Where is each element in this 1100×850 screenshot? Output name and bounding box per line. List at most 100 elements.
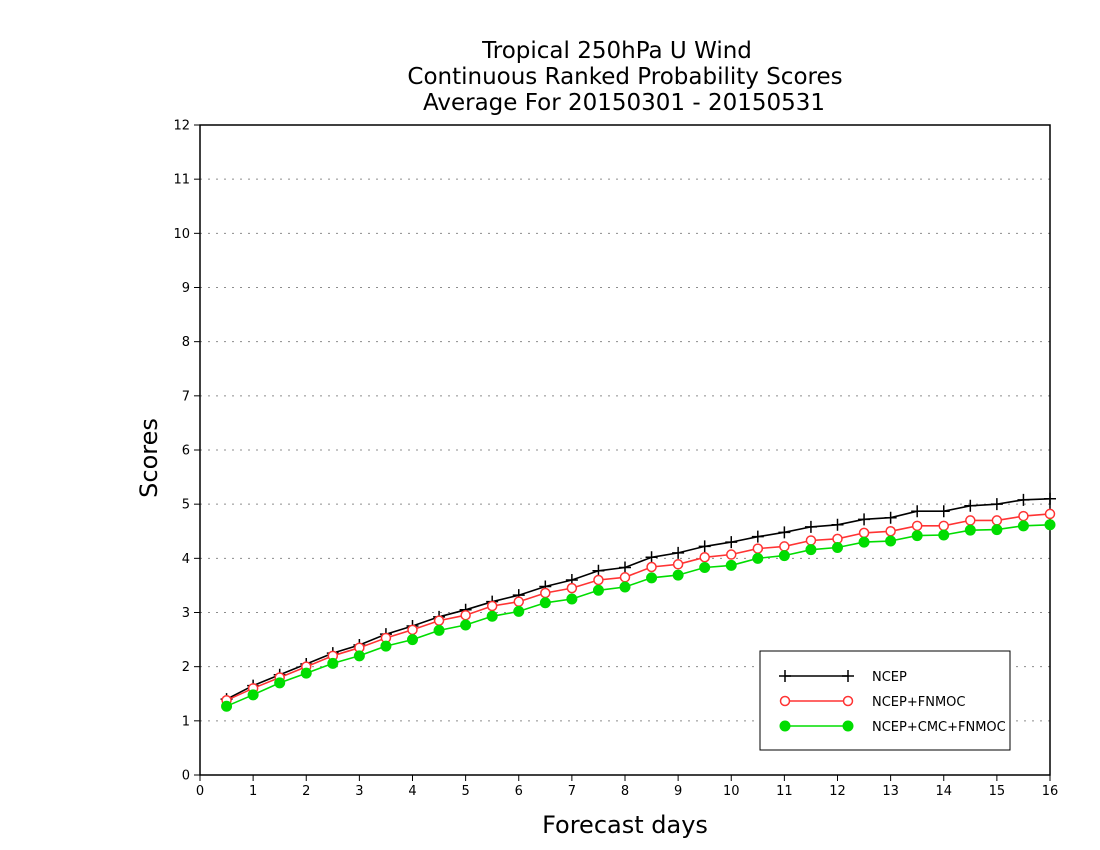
data-point-ncep xyxy=(831,518,844,531)
series-layer xyxy=(220,492,1056,712)
data-point-ncep xyxy=(858,513,871,526)
plot-frame xyxy=(199,124,1051,776)
legend-item-ncep-cmc-fnmoc: NCEP+CMC+FNMOC xyxy=(779,720,1006,735)
data-point-ncep xyxy=(804,520,817,533)
data-point-ncep-fnmoc xyxy=(646,561,657,573)
chart-title-line-1: Tropical 250hPa U Wind xyxy=(481,38,752,64)
data-point-ncep-cmc-fnmoc xyxy=(911,530,923,542)
y-tick-label: 6 xyxy=(182,444,190,459)
chart-title-line-2: Continuous Ranked Probability Scores xyxy=(407,64,842,90)
data-point-ncep xyxy=(990,498,1003,511)
y-tick-label: 2 xyxy=(182,660,190,675)
data-point-ncep-cmc-fnmoc xyxy=(805,544,817,556)
data-point-ncep-cmc-fnmoc xyxy=(752,552,764,564)
x-tick-label: 0 xyxy=(196,784,204,799)
legend-label: NCEP xyxy=(872,670,907,685)
data-point-ncep-fnmoc xyxy=(460,609,471,621)
data-point-ncep-cmc-fnmoc xyxy=(433,624,445,636)
y-tick-label: 3 xyxy=(182,606,190,621)
data-point-ncep xyxy=(698,540,711,553)
data-point-ncep-fnmoc xyxy=(407,624,418,636)
data-point-ncep xyxy=(778,526,791,539)
data-point-ncep-fnmoc xyxy=(513,596,524,607)
data-point-ncep-cmc-fnmoc xyxy=(407,634,418,646)
x-tick-label: 5 xyxy=(461,784,469,799)
data-point-ncep-cmc-fnmoc xyxy=(725,559,737,571)
data-point-ncep-cmc-fnmoc xyxy=(619,581,631,593)
legend-items: NCEP NCEP+FNMOC NCEP+CMC+FNMOC xyxy=(779,670,1006,735)
x-tick-label: 10 xyxy=(723,784,740,799)
data-point-ncep xyxy=(964,499,977,512)
data-point-ncep-cmc-fnmoc xyxy=(938,529,950,541)
chart-title-line-3: Average For 20150301 - 20150531 xyxy=(423,90,825,116)
data-point-ncep xyxy=(1044,492,1056,505)
data-point-ncep-fnmoc xyxy=(486,600,498,612)
data-point-ncep-fnmoc xyxy=(672,559,684,570)
data-point-ncep-cmc-fnmoc xyxy=(566,593,578,605)
data-point-ncep-fnmoc xyxy=(832,533,843,545)
x-tick-label: 13 xyxy=(882,784,899,799)
data-point-ncep-cmc-fnmoc xyxy=(353,650,365,662)
series-line-ncep xyxy=(226,498,1051,700)
legend: NCEP NCEP+FNMOC NCEP+CMC+FNMOC xyxy=(759,650,1011,751)
data-point-ncep-fnmoc xyxy=(566,582,578,594)
y-tick-label: 9 xyxy=(182,281,190,296)
data-point-ncep-fnmoc xyxy=(805,535,817,546)
gridlines xyxy=(200,178,1050,722)
legend-marker xyxy=(779,695,791,707)
data-point-ncep-cmc-fnmoc xyxy=(699,562,711,574)
data-point-ncep-cmc-fnmoc xyxy=(832,542,843,553)
data-point-ncep-cmc-fnmoc xyxy=(327,657,339,669)
legend-marker xyxy=(842,720,854,732)
data-point-ncep-fnmoc xyxy=(619,572,631,583)
data-point-ncep-cmc-fnmoc xyxy=(646,572,658,584)
data-point-ncep-cmc-fnmoc xyxy=(247,689,259,701)
data-point-ncep-fnmoc xyxy=(938,520,949,532)
y-tick-label: 5 xyxy=(182,498,190,513)
x-tick-label: 11 xyxy=(776,784,793,799)
data-point-ncep-fnmoc xyxy=(1044,508,1056,520)
data-point-ncep-cmc-fnmoc xyxy=(885,535,897,547)
x-tick-label: 2 xyxy=(302,784,310,799)
x-tick-label: 12 xyxy=(829,784,846,799)
data-point-ncep-fnmoc xyxy=(885,526,896,537)
data-point-ncep-cmc-fnmoc xyxy=(513,605,525,617)
data-point-ncep-fnmoc xyxy=(911,520,923,532)
data-point-ncep xyxy=(725,536,738,549)
x-tick-label: 4 xyxy=(408,784,416,799)
y-tick-label: 10 xyxy=(173,227,190,242)
data-point-ncep xyxy=(619,561,631,574)
data-point-ncep-fnmoc xyxy=(752,543,764,554)
data-point-ncep-fnmoc xyxy=(726,549,737,560)
data-point-ncep-cmc-fnmoc xyxy=(300,667,312,679)
legend-label: NCEP+FNMOC xyxy=(872,695,965,710)
data-point-ncep-fnmoc xyxy=(991,515,1003,526)
y-tick-label: 11 xyxy=(173,173,190,188)
data-point-ncep-cmc-fnmoc xyxy=(778,550,790,562)
data-point-ncep-fnmoc xyxy=(858,527,870,539)
data-point-ncep-fnmoc xyxy=(1018,510,1029,522)
data-point-ncep xyxy=(911,505,924,518)
data-point-ncep-cmc-fnmoc xyxy=(991,524,1003,536)
data-point-ncep-cmc-fnmoc xyxy=(1017,520,1029,532)
data-point-ncep-cmc-fnmoc xyxy=(539,597,551,609)
data-point-ncep xyxy=(672,546,685,559)
data-point-ncep-fnmoc xyxy=(540,587,551,599)
data-point-ncep-fnmoc xyxy=(593,574,604,586)
y-axis-label: Scores xyxy=(135,418,163,498)
x-tick-label: 7 xyxy=(568,784,576,799)
x-tick-label: 3 xyxy=(355,784,363,799)
data-point-ncep-fnmoc xyxy=(433,615,445,626)
data-point-ncep xyxy=(1017,493,1030,506)
y-tick-label: 1 xyxy=(182,714,190,729)
x-tick-label: 14 xyxy=(935,784,952,799)
x-tick-label: 8 xyxy=(621,784,629,799)
data-point-ncep-fnmoc xyxy=(965,515,976,526)
legend-marker xyxy=(842,670,854,682)
legend-item-ncep: NCEP xyxy=(779,670,907,685)
legend-item-ncep-fnmoc: NCEP+FNMOC xyxy=(779,695,965,710)
x-tick-label: 15 xyxy=(989,784,1006,799)
data-point-ncep xyxy=(645,551,658,564)
legend-marker xyxy=(842,695,854,707)
y-tick-label: 4 xyxy=(182,552,190,567)
